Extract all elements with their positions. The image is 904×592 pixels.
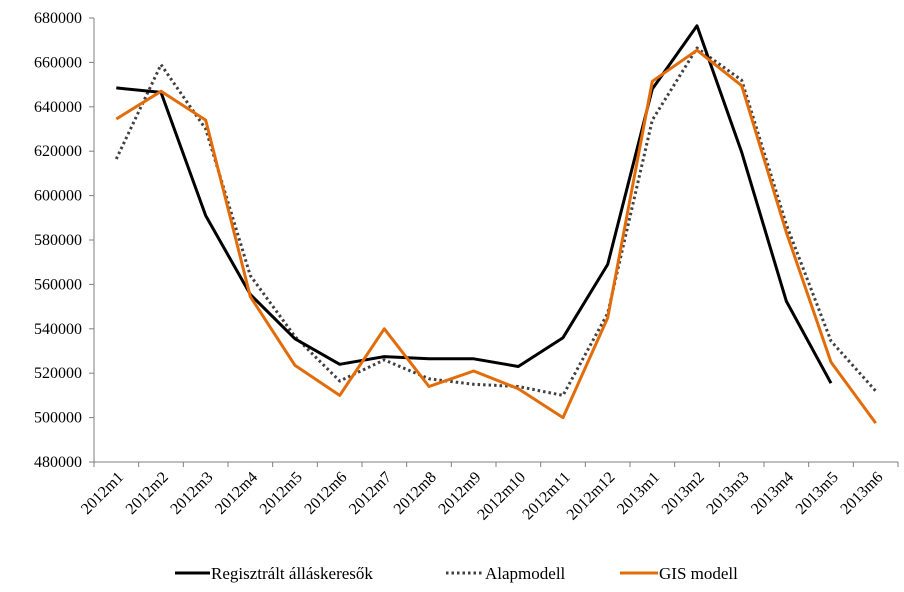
y-tick-label: 660000 — [34, 54, 82, 71]
axes — [89, 17, 899, 467]
x-tick-label: 2012m4 — [212, 469, 261, 518]
x-tick-label: 2012m10 — [474, 469, 529, 524]
x-tick-label: 2013m2 — [659, 469, 708, 518]
y-tick-label: 620000 — [34, 143, 82, 160]
x-tick-label: 2012m12 — [564, 469, 619, 524]
y-tick-label: 600000 — [34, 188, 82, 205]
x-tick-labels: 2012m12012m22012m32012m42012m52012m62012… — [78, 469, 886, 524]
legend: Regisztrált álláskeresők Alapmodell GIS mo… — [175, 564, 738, 583]
series-line-1 — [114, 46, 877, 397]
x-tick-label: 2012m8 — [391, 469, 440, 518]
legend-label: GIS modell — [659, 564, 738, 583]
x-tick-label: 2013m4 — [748, 469, 797, 518]
series-lines — [114, 24, 877, 424]
x-tick-label: 2012m11 — [519, 469, 573, 523]
x-tick-label: 2012m3 — [167, 469, 216, 518]
x-tick-label: 2013m5 — [793, 469, 842, 518]
y-tick-label: 500000 — [34, 410, 82, 427]
y-tick-label: 680000 — [34, 10, 82, 27]
y-tick-label: 540000 — [34, 321, 82, 338]
y-tick-label: 580000 — [34, 232, 82, 249]
y-tick-label: 480000 — [34, 454, 82, 471]
x-tick-label: 2013m1 — [614, 469, 663, 518]
series-line-0 — [116, 24, 833, 384]
x-tick-label: 2012m2 — [123, 469, 172, 518]
x-tick-label: 2013m6 — [837, 469, 886, 518]
y-tick-label: 560000 — [34, 276, 82, 293]
legend-label: Regisztrált álláskeresők — [211, 564, 373, 583]
x-tick-label: 2012m6 — [301, 469, 350, 518]
legend-label: Alapmodell — [485, 564, 566, 583]
series-line-2 — [115, 48, 877, 424]
x-tick-label: 2012m5 — [257, 469, 306, 518]
x-tick-label: 2013m3 — [703, 469, 752, 518]
x-tick-label: 2012m1 — [78, 469, 127, 518]
x-tick-label: 2012m7 — [346, 469, 395, 518]
y-tick-labels: 480000 500000 520000 540000 560000 580000 6000… — [34, 10, 82, 471]
y-tick-label: 640000 — [34, 99, 82, 116]
y-tick-label: 520000 — [34, 365, 82, 382]
